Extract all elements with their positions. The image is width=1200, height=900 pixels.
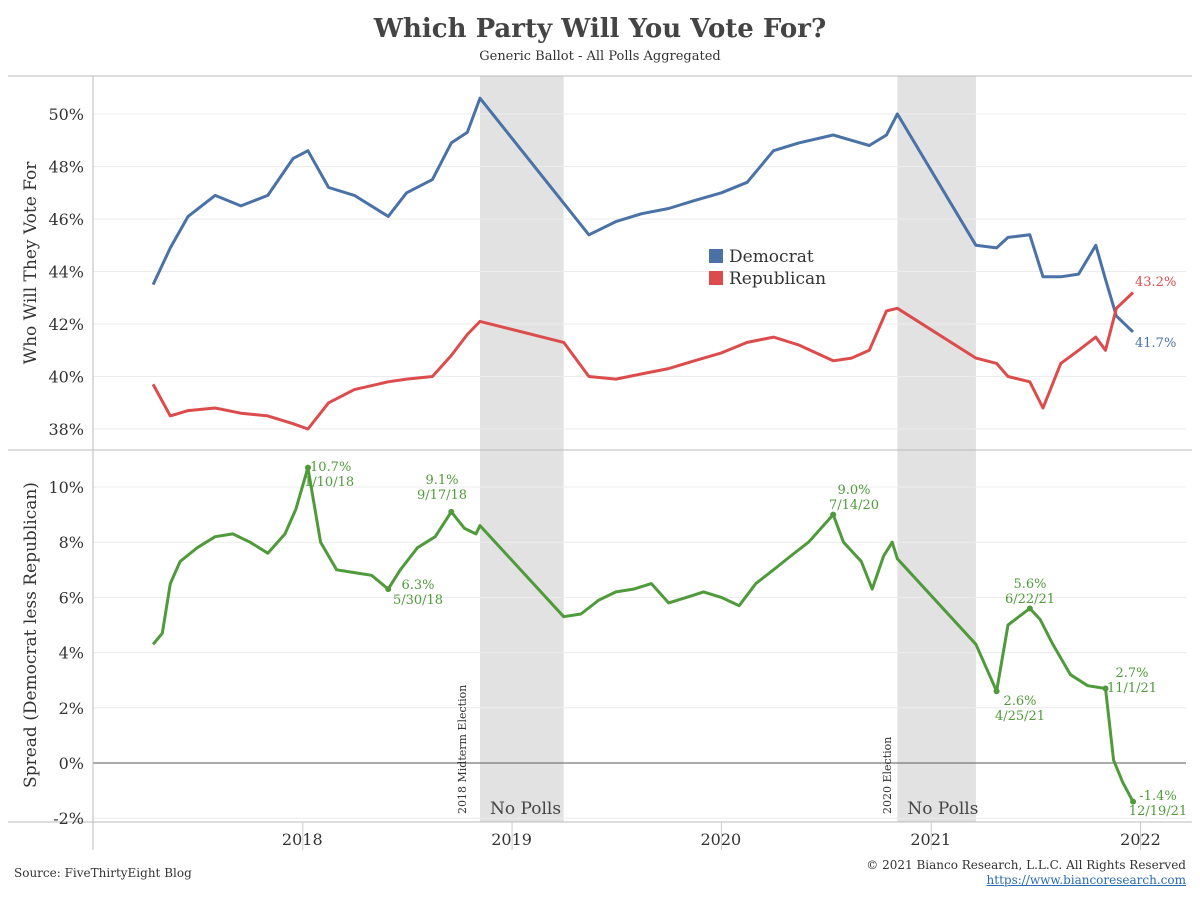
copyright-note: © 2021 Bianco Research, L.L.C. All Right… bbox=[866, 858, 1186, 872]
spread-annotation-value: 6.3% bbox=[401, 578, 434, 593]
democrat-line bbox=[151, 96, 1135, 333]
spread-annotation-date: 1/10/18 bbox=[304, 475, 354, 490]
panel-frame bbox=[8, 75, 1192, 850]
gridlines bbox=[93, 113, 1186, 819]
spread-annotation-value: -1.4% bbox=[1139, 789, 1176, 804]
y-tick-label: 46% bbox=[48, 210, 84, 229]
legend-swatch-republican bbox=[709, 271, 723, 285]
spread-annotation-date: 11/1/21 bbox=[1107, 681, 1157, 696]
annotation-marker bbox=[448, 508, 455, 515]
y-tick-label: 4% bbox=[59, 644, 84, 663]
spread-annotation-date: 9/17/18 bbox=[417, 488, 467, 503]
y-tick-label: 2% bbox=[59, 699, 84, 718]
series-lines bbox=[151, 96, 1137, 805]
x-tick-label: 2022 bbox=[1120, 830, 1161, 849]
spread-annotation-date: 6/22/21 bbox=[1005, 592, 1055, 607]
spread-annotation-date: 12/19/21 bbox=[1129, 804, 1187, 819]
no-polls-label: No Polls bbox=[490, 799, 561, 819]
republican-end-label: 43.2% bbox=[1135, 275, 1176, 290]
event-label: 2020 Election bbox=[881, 737, 894, 814]
annotation-marker bbox=[1102, 685, 1109, 692]
y-tick-label: 0% bbox=[59, 754, 84, 773]
shaded-periods bbox=[479, 76, 976, 822]
legend-label-democrat: Democrat bbox=[729, 247, 814, 267]
event-label: 2018 Midterm Election bbox=[456, 685, 469, 814]
y-tick-label: 40% bbox=[48, 368, 84, 387]
no-polls-band bbox=[897, 76, 976, 822]
x-tick-label: 2021 bbox=[910, 830, 951, 849]
y-tick-label: 48% bbox=[48, 158, 84, 177]
spread-annotation-value: 2.6% bbox=[1003, 694, 1036, 709]
legend-label-republican: Republican bbox=[729, 269, 826, 289]
legend-swatch-democrat bbox=[709, 249, 723, 263]
spread-line bbox=[151, 466, 1135, 803]
republican-line bbox=[151, 291, 1135, 431]
spread-annotation-value: 9.1% bbox=[425, 473, 458, 488]
end-point bbox=[1130, 798, 1137, 805]
website-link[interactable]: https://www.biancoresearch.com bbox=[986, 873, 1186, 887]
spread-annotation-date: 5/30/18 bbox=[393, 593, 443, 608]
no-polls-band bbox=[479, 76, 564, 822]
annotation-marker bbox=[385, 586, 392, 593]
x-tick-label: 2018 bbox=[282, 830, 323, 849]
spread-annotation-value: 9.0% bbox=[837, 483, 870, 498]
y-tick-label: 44% bbox=[48, 263, 84, 282]
y-tick-label: 10% bbox=[48, 478, 84, 497]
annotation-marker bbox=[1026, 605, 1033, 612]
y-axis-title-bottom: Spread (Democrat less Republican) bbox=[21, 482, 41, 788]
y-tick-label: 38% bbox=[48, 420, 84, 439]
spread-annotation-date: 4/25/21 bbox=[995, 709, 1045, 724]
chart-subtitle: Generic Ballot - All Polls Aggregated bbox=[479, 49, 721, 64]
no-polls-label: No Polls bbox=[907, 799, 978, 819]
source-note: Source: FiveThirtyEight Blog bbox=[14, 866, 192, 880]
annotations: No Polls No Polls 2018 Midterm Election 202… bbox=[304, 275, 1187, 819]
y-axis-title-top: Who Will They Vote For bbox=[21, 161, 41, 365]
annotation-marker bbox=[830, 511, 837, 518]
y-tick-label: 6% bbox=[59, 588, 84, 607]
spread-annotation-value: 5.6% bbox=[1013, 577, 1046, 592]
annotation-marker bbox=[993, 688, 1000, 695]
y-tick-label: -2% bbox=[53, 809, 84, 828]
y-tick-label: 8% bbox=[59, 533, 84, 552]
spread-annotation-value: 2.7% bbox=[1115, 666, 1148, 681]
x-tick-label: 2019 bbox=[491, 830, 532, 849]
chart-title: Which Party Will You Vote For? bbox=[373, 14, 827, 44]
y-tick-label: 50% bbox=[48, 105, 84, 124]
annotation-marker bbox=[304, 464, 311, 471]
axes: 38% 40% 42% 44% 46% 48% 50% -2% 0% 2% 4% 6% 8% 10% 201… bbox=[21, 105, 1161, 850]
y-tick-label: 42% bbox=[48, 315, 84, 334]
x-tick-label: 2020 bbox=[700, 830, 741, 849]
spread-annotation-value: 10.7% bbox=[310, 460, 351, 475]
democrat-end-label: 41.7% bbox=[1135, 336, 1176, 351]
spread-annotation-date: 7/14/20 bbox=[829, 498, 879, 513]
